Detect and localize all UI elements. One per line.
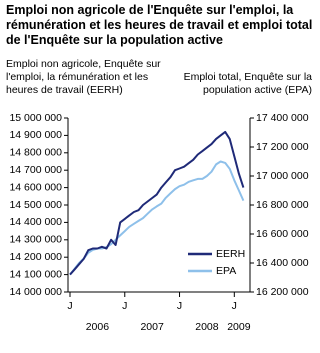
y2-tick-label: 16 600 000 (256, 228, 309, 240)
x-group-label: 2008 (195, 321, 219, 333)
y-tick-label: 14 600 000 (9, 181, 62, 193)
x-tick-label: J (67, 300, 72, 312)
series-line (69, 130, 245, 276)
x-group-label: 2006 (86, 321, 110, 333)
x-tick-label: J (232, 300, 237, 312)
y-tick-label: 14 800 000 (9, 147, 62, 159)
legend-label: EERH (216, 248, 245, 260)
y-tick-label: 14 700 000 (9, 164, 62, 176)
y2-tick-label: 16 800 000 (256, 199, 309, 211)
y-tick-label: 14 200 000 (9, 251, 62, 263)
x-group-label: 2007 (140, 321, 164, 333)
chart-title: Emploi non agricole de l'Enquête sur l'e… (6, 3, 313, 47)
x-group-label: 2009 (227, 321, 251, 333)
y2-tick-label: 16 200 000 (256, 286, 309, 298)
y-tick-label: 14 900 000 (9, 129, 62, 141)
y-tick-label: 14 300 000 (9, 234, 62, 246)
x-tick-label: J (177, 300, 182, 312)
y2-tick-label: 16 400 000 (256, 257, 309, 269)
y-tick-label: 15 000 000 (9, 112, 62, 124)
y-axis-label: Emploi non agricole, Enquête sur l'emplo… (6, 58, 161, 96)
y-tick-label: 14 500 000 (9, 199, 62, 211)
legend-label: EPA (216, 265, 236, 277)
y-tick-label: 14 000 000 (9, 286, 62, 298)
y2-tick-label: 17 200 000 (256, 141, 309, 153)
y-tick-label: 14 100 000 (9, 268, 62, 280)
y2-tick-label: 17 000 000 (256, 170, 309, 182)
x-tick-label: J (122, 300, 127, 312)
y2-axis-label: Emploi total, Enquête sur la population … (183, 71, 312, 96)
y-tick-label: 14 400 000 (9, 216, 62, 228)
y2-tick-label: 17 400 000 (256, 112, 309, 124)
